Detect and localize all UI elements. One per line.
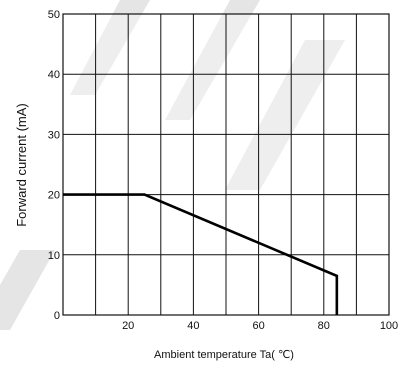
series-layer	[63, 193, 339, 315]
series-line	[63, 193, 339, 315]
y-axis-label: Forward current (mA)	[14, 103, 29, 227]
x-tick-label: 80	[318, 320, 330, 332]
plot-frame	[62, 13, 390, 316]
tick-labels: 0 10 20 30 40 50 20 40 60 80 100	[48, 9, 398, 332]
y-tick-label: 20	[48, 190, 60, 202]
plot-grid	[62, 13, 390, 316]
x-axis-label: Ambient temperature Ta( ℃)	[154, 349, 294, 361]
y-tick-label: 0	[54, 310, 60, 322]
y-tick-label: 10	[48, 250, 60, 262]
y-tick-label: 50	[48, 9, 60, 21]
x-tick-label: 100	[380, 320, 398, 332]
x-tick-label: 40	[187, 320, 199, 332]
x-tick-label: 60	[252, 320, 264, 332]
y-tick-label: 40	[48, 69, 60, 81]
y-tick-label: 30	[48, 129, 60, 141]
x-tick-label: 20	[122, 320, 134, 332]
background-watermark	[0, 0, 345, 330]
